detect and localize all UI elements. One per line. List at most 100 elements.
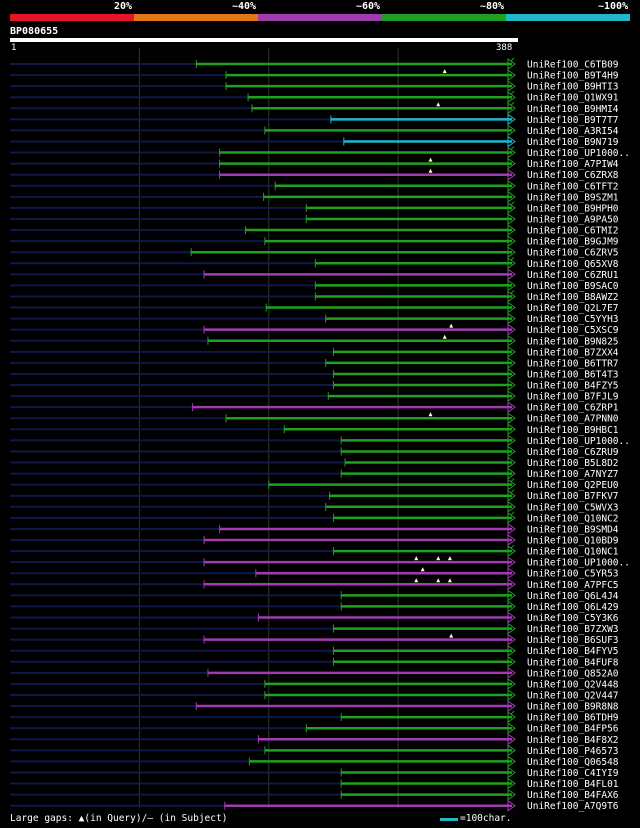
hit-row[interactable]: UniRef100_Q1WX91 <box>10 90 619 104</box>
hit-row[interactable]: UniRef100_B4FL01 <box>10 777 619 791</box>
hit-label[interactable]: UniRef100_C5Y3K6 <box>527 613 619 624</box>
hit-label[interactable]: UniRef100_UP1000.. <box>527 148 630 159</box>
hit-row[interactable]: UniRef100_C6ZRU1 <box>10 268 619 281</box>
hit-row[interactable]: UniRef100_B4FAX6 <box>10 788 619 802</box>
hit-label[interactable]: UniRef100_P46573 <box>527 746 619 757</box>
hit-label[interactable]: UniRef100_C6ZRU1 <box>527 270 619 281</box>
hit-label[interactable]: UniRef100_B6SUF3 <box>527 635 619 646</box>
hit-row[interactable]: UniRef100_B9HPH0 <box>10 201 619 215</box>
hit-row[interactable]: UniRef100_A9PA50 <box>10 213 619 226</box>
hit-label[interactable]: UniRef100_Q06548 <box>527 757 619 768</box>
hit-label[interactable]: UniRef100_B9HPH0 <box>527 203 619 214</box>
hit-label[interactable]: UniRef100_C6TB09 <box>527 60 619 71</box>
hit-label[interactable]: UniRef100_B4F8X2 <box>527 735 619 746</box>
hit-label[interactable]: UniRef100_A7PNN0 <box>527 414 619 425</box>
hit-label[interactable]: UniRef100_Q2V448 <box>527 679 619 690</box>
hit-label[interactable]: UniRef100_B8AWZ2 <box>527 292 619 303</box>
hit-label[interactable]: UniRef100_A7PIW4 <box>527 159 619 170</box>
hit-row[interactable]: UniRef100_C5WVX3 <box>10 500 619 514</box>
hit-row[interactable]: UniRef100_B4FP56 <box>10 722 619 735</box>
hit-label[interactable]: UniRef100_B4FUF8 <box>527 657 619 668</box>
hit-row[interactable]: UniRef100_UP1000.. <box>10 146 630 160</box>
hit-row[interactable]: UniRef100_B9N825 <box>10 334 619 348</box>
hit-label[interactable]: UniRef100_B7FJL9 <box>527 392 619 403</box>
hit-row[interactable]: UniRef100_B4FUF8 <box>10 655 619 669</box>
hit-label[interactable]: UniRef100_C6ZRP1 <box>527 403 619 414</box>
hit-row[interactable]: UniRef100_B9SZM1 <box>10 190 619 204</box>
hit-row[interactable]: UniRef100_A3RI54 <box>10 124 619 137</box>
hit-label[interactable]: UniRef100_B9N825 <box>527 336 619 347</box>
hit-row[interactable]: UniRef100_B9T4H9 <box>10 69 619 82</box>
hit-label[interactable]: UniRef100_B9SZM1 <box>527 192 619 203</box>
hit-label[interactable]: UniRef100_UP1000.. <box>527 436 630 447</box>
hit-row[interactable]: UniRef100_B9HTI3 <box>10 80 619 93</box>
hit-row[interactable]: UniRef100_C5XSC9 <box>10 323 619 337</box>
hit-row[interactable]: UniRef100_B7ZXW3 <box>10 622 619 636</box>
hit-row[interactable]: UniRef100_A7PFC5 <box>10 578 619 591</box>
hit-row[interactable]: UniRef100_B5L8D2 <box>10 456 619 470</box>
hit-label[interactable]: UniRef100_Q10NC2 <box>527 513 619 524</box>
hit-label[interactable]: UniRef100_B9R8N8 <box>527 702 619 713</box>
hit-label[interactable]: UniRef100_Q10BD9 <box>527 536 619 547</box>
hit-row[interactable]: UniRef100_B9HMI4 <box>10 101 619 115</box>
hit-label[interactable]: UniRef100_B9N719 <box>527 137 619 148</box>
hit-row[interactable]: UniRef100_B6T4T3 <box>10 367 619 381</box>
hit-label[interactable]: UniRef100_B6TDH9 <box>527 713 619 724</box>
hit-row[interactable]: UniRef100_B4F8X2 <box>10 733 619 746</box>
hit-label[interactable]: UniRef100_C5YR53 <box>527 569 619 580</box>
hit-row[interactable]: UniRef100_UP1000.. <box>10 556 630 569</box>
hit-row[interactable]: UniRef100_B4FZY5 <box>10 379 619 392</box>
hit-row[interactable]: UniRef100_B9N719 <box>10 135 619 148</box>
hit-row[interactable]: UniRef100_P46573 <box>10 744 619 757</box>
hit-label[interactable]: UniRef100_Q6L4J4 <box>527 591 619 602</box>
hit-label[interactable]: UniRef100_C6TFT2 <box>527 181 619 192</box>
hit-row[interactable]: UniRef100_B9GJM9 <box>10 235 619 248</box>
hit-label[interactable]: UniRef100_Q2L7E7 <box>527 303 619 314</box>
hit-label[interactable]: UniRef100_C6TMI2 <box>527 226 619 237</box>
hit-label[interactable]: UniRef100_A3RI54 <box>527 126 619 137</box>
hit-label[interactable]: UniRef100_B4FL01 <box>527 779 619 790</box>
hit-label[interactable]: UniRef100_B7FKV7 <box>527 491 619 502</box>
hit-row[interactable]: UniRef100_C6ZRV5 <box>10 246 619 259</box>
hit-label[interactable]: UniRef100_Q65XV8 <box>527 259 619 270</box>
hit-label[interactable]: UniRef100_B9SAC0 <box>527 281 619 292</box>
hit-label[interactable]: UniRef100_B6TTR7 <box>527 358 619 369</box>
hit-row[interactable]: UniRef100_B8AWZ2 <box>10 290 619 303</box>
hit-label[interactable]: UniRef100_Q1WX91 <box>527 93 619 104</box>
hit-row[interactable]: UniRef100_A7PIW4 <box>10 157 619 171</box>
hit-label[interactable]: UniRef100_Q6L429 <box>527 602 619 613</box>
hit-row[interactable]: UniRef100_Q10BD9 <box>10 534 619 547</box>
hit-row[interactable]: UniRef100_A7Q9T6 <box>10 799 619 813</box>
hit-label[interactable]: UniRef100_Q2PEU0 <box>527 480 619 491</box>
hit-row[interactable]: UniRef100_B6SUF3 <box>10 633 619 647</box>
hit-label[interactable]: UniRef100_Q852A0 <box>527 668 619 679</box>
hit-row[interactable]: UniRef100_B9HBC1 <box>10 423 619 436</box>
hit-label[interactable]: UniRef100_B4FZY5 <box>527 381 619 392</box>
hit-row[interactable]: UniRef100_B9SMD4 <box>10 522 619 536</box>
hit-row[interactable]: UniRef100_C6ZRX8 <box>10 168 619 182</box>
hit-row[interactable]: UniRef100_Q10NC1 <box>10 544 619 558</box>
hit-row[interactable]: UniRef100_B9T7T7 <box>10 113 619 126</box>
hit-row[interactable]: UniRef100_A7PNN0 <box>10 412 619 425</box>
hit-row[interactable]: UniRef100_B7ZXX4 <box>10 345 619 359</box>
hit-row[interactable]: UniRef100_Q6L429 <box>10 600 619 613</box>
hit-row[interactable]: UniRef100_Q06548 <box>10 755 619 768</box>
hit-label[interactable]: UniRef100_Q2V447 <box>527 690 619 701</box>
hit-label[interactable]: UniRef100_C5XSC9 <box>527 325 619 336</box>
hit-label[interactable]: UniRef100_C5WVX3 <box>527 502 619 513</box>
hit-label[interactable]: UniRef100_C6ZRU9 <box>527 447 619 458</box>
hit-label[interactable]: UniRef100_C5YYH3 <box>527 314 619 325</box>
hit-row[interactable]: UniRef100_B7FJL9 <box>10 390 619 403</box>
hit-label[interactable]: UniRef100_B4FP56 <box>527 724 619 735</box>
hit-row[interactable]: UniRef100_B9SAC0 <box>10 279 619 292</box>
hit-row[interactable]: UniRef100_UP1000.. <box>10 434 630 447</box>
hit-row[interactable]: UniRef100_Q852A0 <box>10 666 619 680</box>
hit-row[interactable]: UniRef100_Q2L7E7 <box>10 301 619 315</box>
hit-label[interactable]: UniRef100_B9HMI4 <box>527 104 619 115</box>
hit-row[interactable]: UniRef100_Q65XV8 <box>10 256 619 270</box>
hit-label[interactable]: UniRef100_B5L8D2 <box>527 458 619 469</box>
hit-row[interactable]: UniRef100_Q2PEU0 <box>10 478 619 492</box>
hit-row[interactable]: UniRef100_C6TFT2 <box>10 179 619 193</box>
hit-row[interactable]: UniRef100_Q6L4J4 <box>10 589 619 602</box>
hit-label[interactable]: UniRef100_A7Q9T6 <box>527 801 619 812</box>
